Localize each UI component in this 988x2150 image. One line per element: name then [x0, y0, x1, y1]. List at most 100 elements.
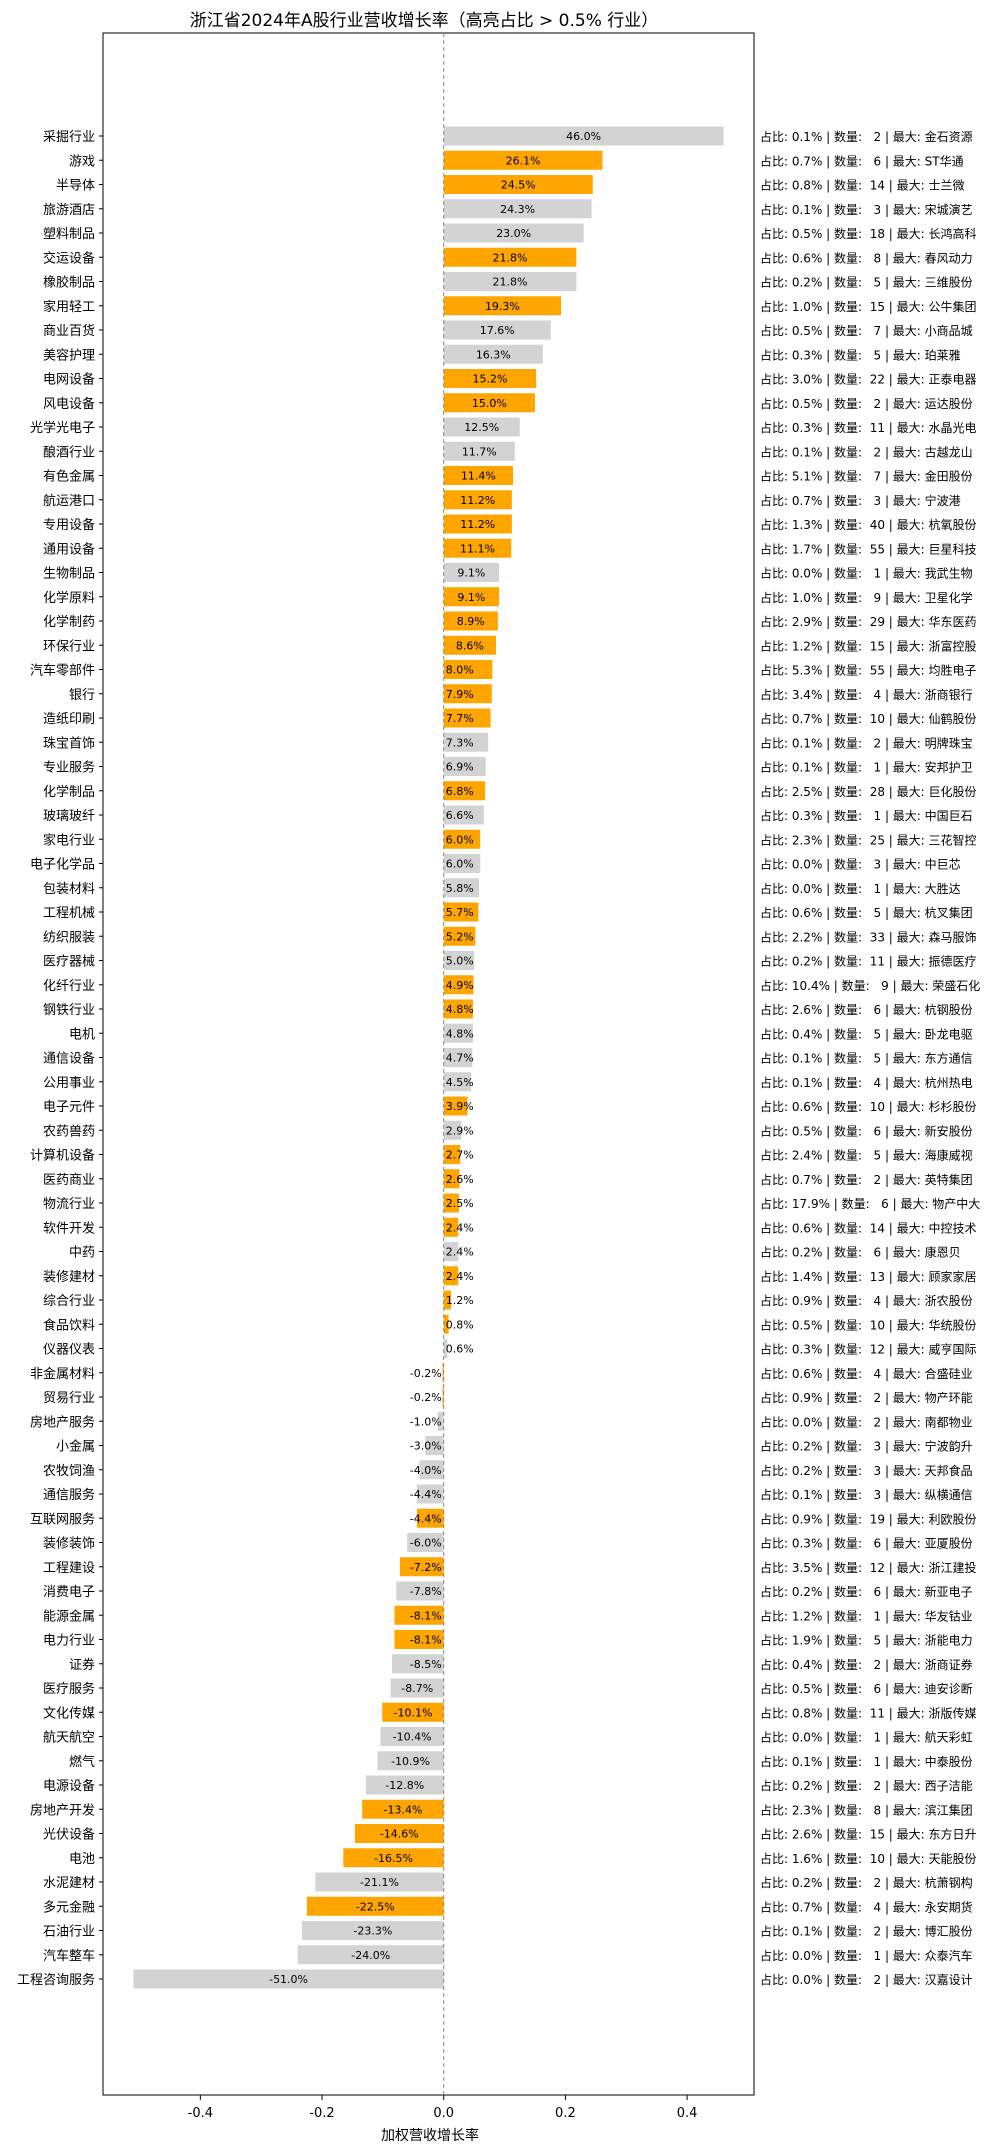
x-tick-label: -0.4	[188, 2106, 213, 2121]
category-label: 采掘行业	[43, 130, 95, 145]
bar-value-label: 2.4%	[446, 1270, 474, 1283]
category-label: 能源金属	[43, 1608, 95, 1624]
row-info-label: 占比: 0.4% | 数量: 5 | 最大: 卧龙电驱	[760, 1026, 973, 1041]
category-label: 玻璃玻纤	[43, 809, 95, 824]
bar	[443, 635, 497, 655]
category-label: 交运设备	[43, 250, 95, 266]
bar	[443, 199, 592, 219]
bar	[443, 466, 514, 485]
row-info-label: 占比: 0.6% | 数量: 8 | 最大: 春风动力	[760, 250, 973, 265]
bar	[443, 1339, 448, 1358]
bar-value-label: 8.6%	[456, 639, 484, 652]
category-label: 半导体	[56, 179, 95, 194]
bar-value-label: -1.0%	[410, 1415, 442, 1428]
category-label: 非金属材料	[30, 1366, 95, 1382]
row-info-label: 占比: 0.2% | 数量: 11 | 最大: 振德医疗	[760, 954, 977, 969]
bar	[443, 1048, 473, 1067]
row-info-label: 占比: 3.4% | 数量: 4 | 最大: 浙商银行	[760, 687, 973, 702]
bar-value-label: 5.7%	[446, 906, 474, 919]
category-label: 银行	[69, 688, 95, 703]
row-info-label: 占比: 0.5% | 数量: 6 | 最大: 迪安诊断	[760, 1681, 973, 1696]
category-label: 物流行业	[43, 1197, 95, 1212]
row-info-label: 占比: 0.0% | 数量: 3 | 最大: 中巨芯	[760, 857, 961, 872]
row-info-label: 占比: 0.2% | 数量: 6 | 最大: 新亚电子	[760, 1584, 973, 1599]
bar	[443, 829, 481, 849]
bar-value-label: 2.5%	[446, 1197, 474, 1210]
bar-value-label: 9.1%	[457, 567, 485, 580]
category-label: 塑料制品	[43, 227, 95, 242]
bar	[394, 1605, 444, 1625]
category-label: 装修建材	[43, 1270, 95, 1285]
row-info-label: 占比: 0.1% | 数量: 5 | 最大: 东方通信	[760, 1051, 973, 1066]
category-label: 房地产开发	[30, 1802, 95, 1818]
bars-layer: 46.0% 26.1% 24.5% 24.3% 23.0% 21.8% 21.8% 19.3%…	[133, 126, 724, 1989]
bar-value-label: -24.0%	[351, 1949, 390, 1962]
row-info-label: 占比: 1.0% | 数量: 15 | 最大: 公牛集团	[760, 299, 977, 314]
bar	[394, 1630, 444, 1649]
x-tick-label: -0.2	[309, 2106, 334, 2121]
bar-value-label: 2.4%	[446, 1246, 474, 1259]
category-label: 橡胶制品	[43, 275, 95, 291]
category-label: 旅游酒店	[43, 203, 95, 218]
category-label: 证券	[69, 1657, 95, 1673]
category-label: 电子化学品	[30, 857, 95, 873]
bar-value-label: 15.2%	[472, 373, 507, 386]
category-label: 公用事业	[43, 1076, 95, 1091]
bar-value-label: 11.1%	[460, 542, 495, 555]
bar-value-label: -4.0%	[410, 1464, 442, 1477]
x-tick-label: 0.0	[433, 2106, 454, 2121]
bar	[425, 1436, 444, 1455]
category-label: 小金属	[56, 1439, 95, 1455]
bar	[416, 1484, 444, 1504]
bar-value-label: 4.8%	[446, 1027, 474, 1040]
row-info-label: 占比: 0.1% | 数量: 1 | 最大: 中泰股份	[760, 1754, 973, 1769]
row-info-label: 占比: 0.3% | 数量: 12 | 最大: 威亨国际	[760, 1342, 977, 1357]
bar	[416, 1508, 444, 1528]
bar-value-label: -4.4%	[410, 1512, 442, 1525]
row-info-label: 占比: 1.9% | 数量: 5 | 最大: 浙能电力	[760, 1633, 973, 1648]
bar	[315, 1872, 444, 1892]
bar-value-label: 12.5%	[464, 421, 499, 434]
bar	[443, 1023, 473, 1043]
plot-frame	[102, 32, 755, 2096]
category-label: 房地产服务	[30, 1414, 95, 1430]
row-info-label: 占比: 0.7% | 数量: 6 | 最大: ST华通	[760, 153, 964, 168]
row-info-label: 占比: 0.2% | 数量: 3 | 最大: 宁波韵升	[760, 1439, 973, 1454]
row-info-label: 占比: 2.5% | 数量: 28 | 最大: 巨化股份	[760, 784, 977, 799]
row-info-label: 占比: 2.6% | 数量: 15 | 最大: 东方日升	[760, 1827, 977, 1842]
bar-value-label: 11.2%	[460, 518, 495, 531]
bar	[443, 1096, 468, 1116]
chart-title: 浙江省2024年A股行业营收增长率（高亮占比 > 0.5% 行业）	[190, 11, 659, 31]
bar	[443, 1145, 461, 1164]
category-label: 航天航空	[43, 1730, 95, 1746]
row-info-label: 占比: 0.1% | 数量: 2 | 最大: 古越龙山	[760, 444, 973, 459]
bar	[443, 1217, 459, 1237]
category-label: 食品饮料	[43, 1317, 95, 1333]
bar	[442, 1363, 444, 1383]
category-label: 商业百货	[43, 323, 95, 339]
bar	[443, 296, 562, 316]
category-label: 电网设备	[43, 372, 95, 388]
row-info-label: 占比: 0.9% | 数量: 2 | 最大: 物产环能	[760, 1390, 973, 1405]
category-label: 电机	[69, 1027, 95, 1042]
row-info-label: 占比: 1.4% | 数量: 13 | 最大: 顾家家居	[760, 1269, 977, 1284]
bar-value-label: 0.8%	[446, 1318, 474, 1331]
bar-value-label: 4.7%	[446, 1052, 474, 1065]
bar	[443, 538, 512, 558]
bar	[343, 1848, 444, 1868]
bar-value-label: 4.5%	[446, 1076, 474, 1089]
row-info-label: 占比: 0.3% | 数量: 6 | 最大: 亚厦股份	[760, 1536, 973, 1551]
bar	[443, 732, 489, 752]
row-info-label: 占比: 0.6% | 数量: 4 | 最大: 合盛硅业	[760, 1366, 973, 1381]
category-label: 汽车零部件	[30, 663, 95, 679]
category-label: 通信设备	[43, 1051, 95, 1067]
bar	[443, 344, 543, 364]
row-info-label: 占比: 0.4% | 数量: 2 | 最大: 浙商证券	[760, 1657, 973, 1672]
bar	[443, 708, 491, 728]
category-label: 纺织服装	[43, 930, 95, 945]
row-info-label: 占比: 0.1% | 数量: 2 | 最大: 博汇股份	[760, 1924, 973, 1939]
x-axis-label: 加权营收增长率	[381, 2127, 479, 2144]
bar	[443, 1242, 459, 1261]
row-info-label: 占比: 0.2% | 数量: 6 | 最大: 康恩贝	[760, 1245, 961, 1260]
